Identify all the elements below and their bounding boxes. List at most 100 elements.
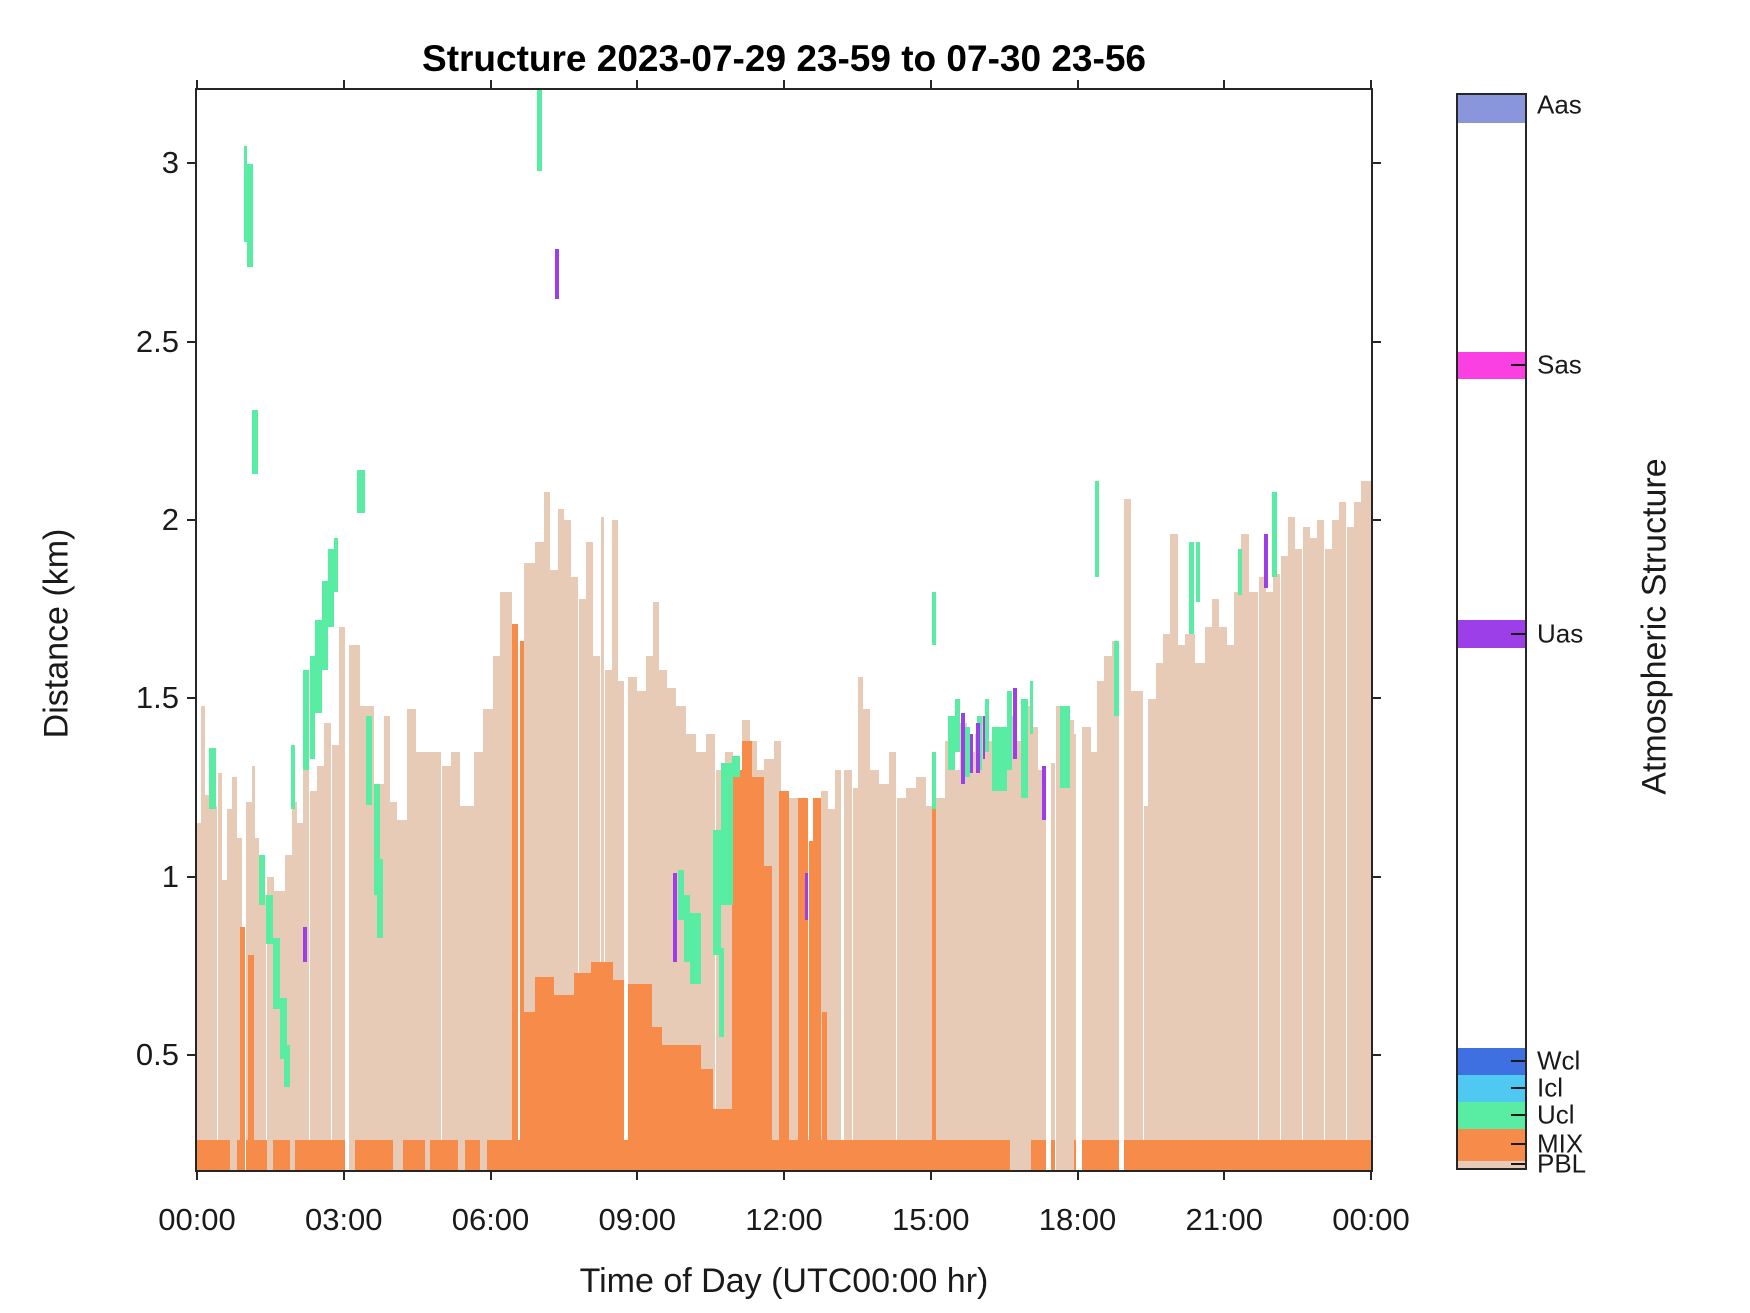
structure-segment-PBL [1016, 741, 1024, 1170]
x-tick [636, 1170, 639, 1180]
x-tick [1223, 1170, 1226, 1180]
structure-segment-PBL [1324, 548, 1332, 1170]
structure-segment-PBL [1234, 591, 1242, 1170]
structure-segment-Uas [673, 873, 678, 963]
structure-segment-PBL [637, 691, 647, 1170]
structure-segment-PBL [828, 809, 836, 1170]
colorbar-label-Uas: Uas [1537, 618, 1584, 649]
x-tick [783, 1170, 785, 1180]
structure-segment-MIX [731, 769, 742, 1170]
y-tick-label: 2.5 [135, 323, 179, 359]
colorbar-tick-Ucl [1511, 1114, 1525, 1116]
y-tick [187, 697, 197, 700]
structure-segment-PBL [1131, 691, 1144, 1170]
structure-segment-PBL [925, 805, 933, 1170]
x-tick [489, 1170, 492, 1180]
structure-segment-MIX [465, 1140, 481, 1170]
structure-segment-PBL [652, 602, 660, 1170]
x-tick-top [1223, 80, 1226, 90]
structure-segment-MIX [797, 798, 809, 1170]
structure-segment-PBL [209, 805, 218, 1170]
structure-segment-PBL [725, 752, 733, 1170]
structure-segment-Ucl [309, 655, 316, 760]
x-axis-label: Time of Day (UTC00:00 hr) [579, 1262, 989, 1300]
structure-segment-Uas [303, 926, 307, 963]
structure-segment-MIX [822, 1012, 828, 1170]
structure-segment-MIX [651, 1026, 662, 1170]
structure-segment-MIX [1123, 1140, 1371, 1170]
structure-segment-PBL [585, 541, 594, 1170]
structure-segment-PBL [1226, 645, 1234, 1170]
structure-segment-PBL [1104, 655, 1112, 1170]
structure-segment-PBL [1273, 573, 1281, 1170]
structure-segment-PBL [935, 798, 946, 1170]
structure-segment-PBL [774, 741, 782, 1170]
colorbar-band-Aas [1458, 95, 1525, 123]
structure-segment-PBL [1361, 480, 1371, 1170]
structure-segment-PBL [500, 591, 512, 1170]
structure-segment-MIX [294, 1140, 346, 1170]
structure-segment-MIX [590, 962, 613, 1170]
structure-segment-Ucl [365, 716, 373, 806]
colorbar-label-PBL: PBL [1537, 1148, 1587, 1179]
structure-segment-PBL [666, 687, 677, 1170]
structure-segment-PBL [544, 491, 551, 1170]
structure-segment-PBL [1280, 555, 1288, 1170]
structure-segment-PBL [309, 791, 317, 1170]
structure-segment-PBL [1148, 698, 1156, 1170]
structure-segment-Ucl [955, 698, 961, 752]
colorbar-band-MIX [1458, 1129, 1525, 1161]
structure-segment-MIX [932, 809, 936, 1170]
colorbar-tick-Uas [1511, 633, 1525, 635]
structure-segment-PBL [1194, 662, 1205, 1170]
structure-segment-Ucl [315, 620, 322, 713]
x-tick-top [342, 80, 345, 90]
structure-segment-PBL [1111, 641, 1119, 1170]
structure-segment-PBL [563, 520, 572, 1170]
structure-segment-PBL [204, 794, 210, 1170]
structure-segment-PBL [1007, 716, 1017, 1170]
y-tick-right [1371, 519, 1381, 522]
structure-segment-PBL [676, 705, 687, 1170]
structure-segment-Ucl [209, 748, 217, 809]
structure-segment-PBL [473, 752, 484, 1170]
structure-segment-PBL [492, 655, 501, 1170]
structure-segment-PBL [232, 776, 238, 1170]
structure-segment-Ucl [357, 470, 366, 513]
structure-segment-Ucl [374, 784, 381, 895]
structure-segment-PBL [1123, 498, 1132, 1170]
structure-segment-MIX [272, 1140, 290, 1170]
y-tick [187, 519, 197, 522]
structure-segment-PBL [879, 784, 890, 1170]
y-tick [187, 875, 197, 878]
structure-segment-MIX [1073, 1140, 1077, 1170]
structure-segment-MIX [430, 1140, 459, 1170]
structure-segment-Ucl [947, 716, 956, 770]
structure-segment-PBL [1295, 548, 1303, 1170]
structure-segment-PBL [611, 520, 618, 1170]
structure-segment-PBL [820, 791, 828, 1170]
colorbar-label-Ucl: Ucl [1537, 1099, 1575, 1130]
structure-segment-MIX [808, 841, 814, 1170]
structure-segment-Ucl [272, 937, 281, 1009]
structure-segment-PBL [451, 752, 461, 1170]
structure-segment-Uas [976, 723, 980, 774]
structure-segment-PBL [441, 766, 452, 1170]
structure-segment-PBL [285, 855, 293, 1170]
structure-segment-Ucl [243, 145, 247, 242]
x-tick-top [783, 80, 785, 90]
x-tick-label: 03:00 [304, 1202, 383, 1237]
y-tick [187, 1054, 197, 1057]
structure-segment-PBL [197, 823, 201, 1170]
x-tick-top [489, 80, 492, 90]
structure-segment-MIX [197, 1140, 230, 1170]
structure-segment-PBL [967, 752, 975, 1170]
structure-segment-PBL [982, 716, 990, 1170]
structure-segment-Ucl [690, 912, 701, 984]
structure-segment-PBL [1331, 520, 1340, 1170]
x-tick-label: 21:00 [1185, 1202, 1264, 1237]
chart-title: Structure 2023-07-29 23-59 to 07-30 23-5… [422, 38, 1146, 79]
x-tick-label: 00:00 [158, 1202, 236, 1237]
structure-segment-Ucl [328, 548, 334, 628]
y-tick-right [1371, 1054, 1381, 1057]
